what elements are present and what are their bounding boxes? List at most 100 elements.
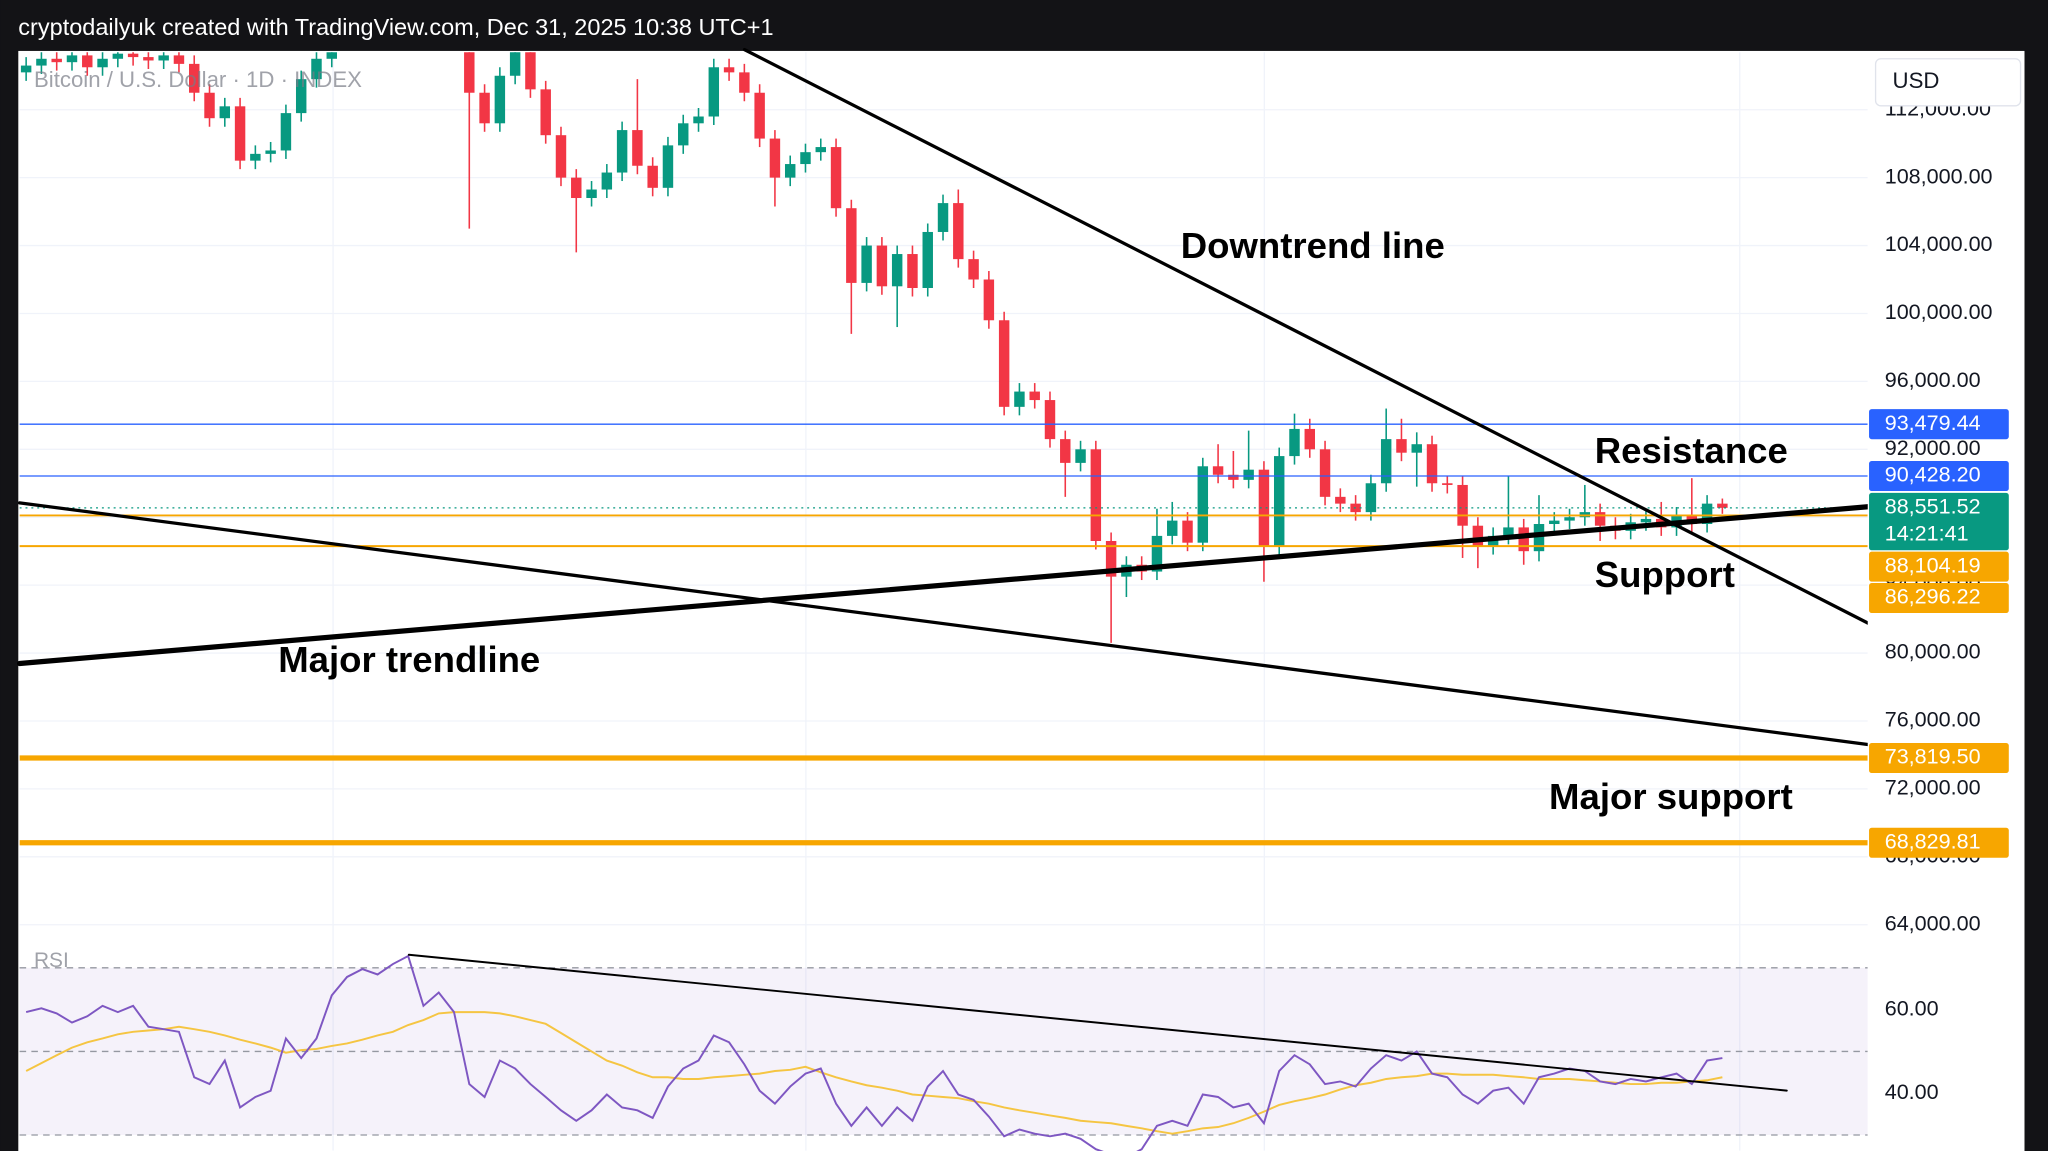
header-caption: cryptodailyuk created with TradingView.c… xyxy=(18,14,773,40)
candle-body xyxy=(1442,483,1453,485)
candle-body xyxy=(708,67,720,117)
candle-body xyxy=(173,55,185,64)
candle-body xyxy=(555,135,567,178)
candles xyxy=(20,52,1728,643)
candle-body xyxy=(189,63,200,93)
candle-body xyxy=(739,72,750,93)
candle-body xyxy=(632,130,643,166)
price-lines xyxy=(19,423,1868,846)
candle-body xyxy=(1549,520,1560,525)
candle-body xyxy=(1273,456,1285,547)
candle-body xyxy=(464,52,475,93)
candle-body xyxy=(1335,496,1346,504)
trend-lines xyxy=(16,47,1871,1092)
candle-body xyxy=(937,203,949,232)
candle-body xyxy=(20,65,32,73)
candle-body xyxy=(876,245,888,287)
candle-body xyxy=(1304,428,1315,450)
rsi-trendline xyxy=(407,953,1788,1092)
candle-body xyxy=(1594,512,1606,526)
candle-body xyxy=(1411,444,1422,453)
candle-body xyxy=(1212,466,1224,475)
candle-body xyxy=(280,113,292,151)
candle-body xyxy=(678,123,689,146)
candle-body xyxy=(601,172,613,190)
candle-body xyxy=(907,254,918,288)
price-tag-label: 90,428.20 xyxy=(1885,462,1981,487)
candle-body xyxy=(953,203,964,260)
price-tag xyxy=(1869,827,2009,858)
annotation: Downtrend line xyxy=(1181,225,1445,266)
price-tag xyxy=(1869,582,2009,613)
candle-body xyxy=(143,57,154,61)
major-trendline xyxy=(16,504,1871,667)
candle-body xyxy=(1518,527,1529,552)
candle-body xyxy=(1365,483,1377,513)
y-tick-label: 96,000.00 xyxy=(1885,367,1981,392)
y-tick-label: 80,000.00 xyxy=(1885,639,1981,664)
candle-body xyxy=(922,231,933,288)
annotation: Major trendline xyxy=(278,639,540,680)
candle-body xyxy=(662,145,674,188)
candle-body xyxy=(983,279,995,321)
candle-body xyxy=(1289,428,1300,457)
candle-body xyxy=(1380,439,1392,484)
candle-body xyxy=(311,58,322,80)
price-tag-label: 93,479.44 xyxy=(1885,410,1981,435)
candle-body xyxy=(1228,474,1239,480)
y-tick-label: 100,000.00 xyxy=(1885,299,1993,324)
candle-body xyxy=(82,55,93,68)
candle-body xyxy=(494,75,506,124)
price-tag xyxy=(1869,492,2009,551)
candle-body xyxy=(723,67,735,73)
candle-body xyxy=(1258,469,1270,547)
candle-body xyxy=(1319,449,1331,497)
candle-body xyxy=(815,147,826,153)
candle-body xyxy=(998,320,1010,407)
price-tag-label: 68,829.81 xyxy=(1885,828,1981,853)
candle-body xyxy=(204,92,215,119)
candle-body xyxy=(1090,449,1102,541)
candle-body xyxy=(250,153,261,161)
candle-body xyxy=(219,106,231,119)
price-tag xyxy=(1869,460,2009,492)
candle-body xyxy=(784,164,796,178)
y-tick-label: 108,000.00 xyxy=(1885,163,1993,188)
candle-body xyxy=(647,165,658,188)
candle-body xyxy=(1640,518,1652,523)
rsi-line xyxy=(25,954,1723,1151)
candle-body xyxy=(968,259,979,280)
candle-body xyxy=(1014,391,1025,407)
candle-body xyxy=(800,152,811,165)
candle-body xyxy=(1044,400,1056,440)
candle-body xyxy=(66,55,78,63)
price-tag-label: 86,296.22 xyxy=(1885,584,1981,609)
annotation: Resistance xyxy=(1595,430,1788,471)
downtrend-line xyxy=(742,47,1870,625)
y-tick-label: 104,000.00 xyxy=(1885,231,1993,256)
grid xyxy=(19,109,1868,926)
candle-body xyxy=(540,89,551,136)
rsi-tick-label: 60.00 xyxy=(1885,995,1939,1020)
currency-label[interactable]: USD xyxy=(1893,68,1940,93)
rsi-lines xyxy=(25,954,1723,1151)
candle-body xyxy=(1197,466,1209,543)
candle-body xyxy=(158,55,169,61)
price-tag-label: 88,104.19 xyxy=(1885,552,1981,577)
candle-body xyxy=(754,92,765,139)
annotation: Support xyxy=(1595,554,1735,595)
candle-body xyxy=(693,116,704,124)
candle-body xyxy=(846,208,857,283)
currency-button[interactable] xyxy=(1874,58,2022,107)
falling-line xyxy=(17,501,1870,747)
price-tag xyxy=(1869,409,2009,440)
candle-body xyxy=(525,52,536,90)
countdown-label: 14:21:41 xyxy=(1885,520,1969,545)
candle-body xyxy=(1457,484,1468,526)
candle-body xyxy=(586,189,597,199)
candle-body xyxy=(1243,469,1254,480)
candle-body xyxy=(1075,449,1086,463)
candle-body xyxy=(127,53,139,58)
